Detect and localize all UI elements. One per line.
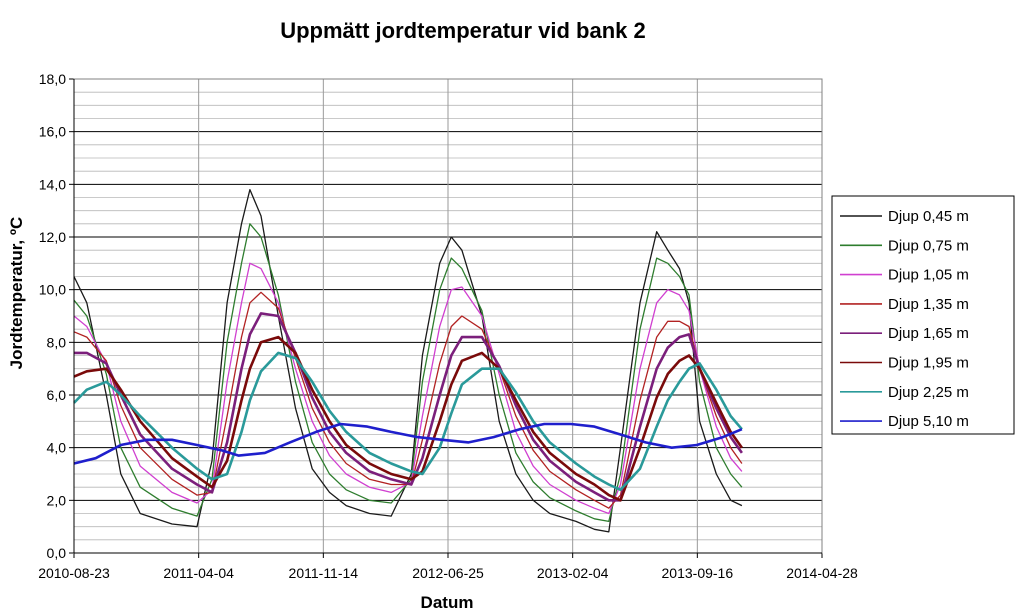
legend-box	[831, 195, 1015, 435]
legend-label-5: Djup 1,65 m	[888, 325, 969, 342]
y-tick-label: 8,0	[47, 334, 67, 350]
x-tick-label: 2011-04-04	[163, 565, 234, 581]
x-tick-label: 2012-06-25	[412, 565, 484, 581]
y-tick-label: 0,0	[47, 545, 67, 561]
series-line-6	[73, 335, 743, 502]
y-tick-label: 12,0	[39, 229, 66, 245]
series-line-5	[74, 312, 743, 502]
series-line-4	[73, 291, 743, 509]
plot-area: 2010-08-23 2011-04-04 2011-11-14 2012-06-25…	[38, 71, 858, 581]
chart-title: Uppmätt jordtemperatur vid bank 2	[280, 18, 646, 43]
y-tick-label: 18,0	[39, 71, 66, 87]
legend-label-4: Djup 1,35 m	[888, 296, 969, 313]
legend-label-3: Djup 1,05 m	[888, 267, 969, 284]
x-tick-label: 2011-11-14	[289, 565, 359, 581]
x-tick-label: 2013-09-16	[662, 565, 734, 581]
legend-label-1: Djup 0,45 m	[888, 208, 969, 225]
y-tick-label: 14,0	[39, 176, 66, 192]
series-line-8	[73, 422, 743, 465]
legend-label-2: Djup 0,75 m	[888, 237, 969, 254]
series-line-1	[73, 188, 743, 533]
y-tick-label: 16,0	[39, 124, 66, 140]
legend: Djup 0,45 m Djup 0,75 m Djup 1,05 m Djup 1,…	[831, 195, 1015, 435]
legend-label-6: Djup 1,95 m	[888, 355, 969, 372]
x-tick-label: 2010-08-23	[38, 565, 110, 581]
y-tick-label: 2,0	[47, 492, 67, 508]
y-tick-label: 4,0	[47, 440, 67, 456]
legend-label-7: Djup 2,25 m	[888, 384, 969, 401]
y-axis-title: Jordtemperatur, ºC	[7, 217, 26, 370]
y-tick-label: 6,0	[47, 387, 67, 403]
x-tick-label: 2014-04-28	[786, 565, 858, 581]
x-axis-title: Datum	[421, 593, 474, 612]
y-tick-label: 10,0	[39, 282, 66, 298]
x-tick-label: 2013-02-04	[537, 565, 609, 581]
legend-label-8: Djup 5,10 m	[888, 413, 969, 430]
series-line-7	[73, 351, 743, 492]
